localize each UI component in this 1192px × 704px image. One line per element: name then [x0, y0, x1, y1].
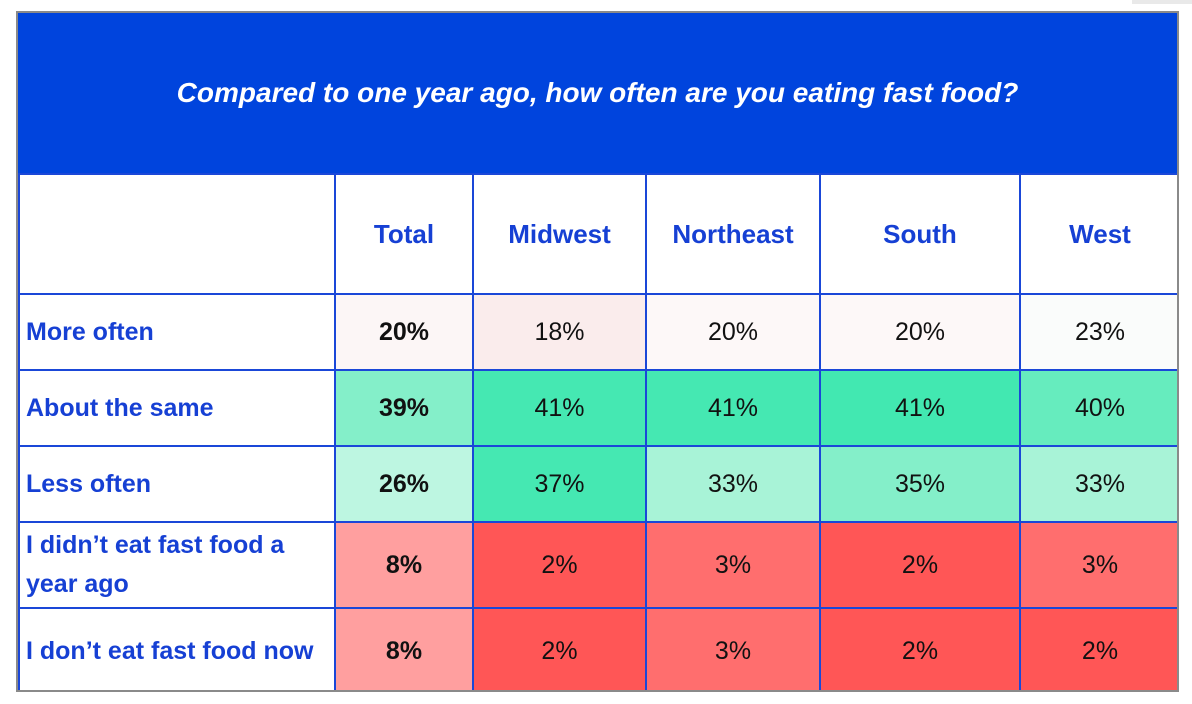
- value-cell-midwest: 41%: [472, 369, 647, 447]
- row-label: Less often: [18, 445, 336, 523]
- value-cell-west: 3%: [1019, 521, 1177, 609]
- value-cell-west: 2%: [1019, 607, 1177, 690]
- row-label: More often: [18, 293, 336, 371]
- table-frame: Compared to one year ago, how often are …: [16, 11, 1179, 692]
- table-row: More often 20% 18% 20% 20% 23%: [18, 293, 1177, 371]
- value-cell-west: 23%: [1019, 293, 1177, 371]
- value-cell-total: 20%: [334, 293, 474, 371]
- value-cell-total: 39%: [334, 369, 474, 447]
- table-row: I don’t eat fast food now 8% 2% 3% 2% 2%: [18, 607, 1177, 690]
- row-label: About the same: [18, 369, 336, 447]
- value-cell-south: 2%: [819, 607, 1021, 690]
- table-row: I didn’t eat fast food a year ago 8% 2% 3% 2…: [18, 521, 1177, 609]
- column-header-west: West: [1019, 173, 1177, 295]
- value-cell-west: 40%: [1019, 369, 1177, 447]
- value-cell-midwest: 2%: [472, 607, 647, 690]
- row-label: I don’t eat fast food now: [18, 607, 336, 690]
- column-header-midwest: Midwest: [472, 173, 647, 295]
- value-cell-northeast: 20%: [645, 293, 821, 371]
- column-header-south: South: [819, 173, 1021, 295]
- value-cell-northeast: 3%: [645, 607, 821, 690]
- value-cell-south: 2%: [819, 521, 1021, 609]
- value-cell-south: 35%: [819, 445, 1021, 523]
- title-bar: Compared to one year ago, how often are …: [18, 13, 1177, 173]
- column-header-total: Total: [334, 173, 474, 295]
- value-cell-midwest: 18%: [472, 293, 647, 371]
- value-cell-west: 33%: [1019, 445, 1177, 523]
- header-row: Total Midwest Northeast South West: [18, 173, 1177, 295]
- chart-title: Compared to one year ago, how often are …: [176, 77, 1019, 108]
- value-cell-total: 8%: [334, 521, 474, 609]
- column-header-northeast: Northeast: [645, 173, 821, 295]
- results-table: Total Midwest Northeast South West More ofte…: [18, 173, 1177, 690]
- row-label: I didn’t eat fast food a year ago: [18, 521, 336, 609]
- table-row: Less often 26% 37% 33% 35% 33%: [18, 445, 1177, 523]
- table-row: About the same 39% 41% 41% 41% 40%: [18, 369, 1177, 447]
- value-cell-midwest: 37%: [472, 445, 647, 523]
- corner-decoration: [1132, 0, 1192, 4]
- value-cell-midwest: 2%: [472, 521, 647, 609]
- value-cell-south: 20%: [819, 293, 1021, 371]
- value-cell-south: 41%: [819, 369, 1021, 447]
- value-cell-northeast: 3%: [645, 521, 821, 609]
- header-empty-cell: [18, 173, 336, 295]
- value-cell-northeast: 33%: [645, 445, 821, 523]
- value-cell-total: 8%: [334, 607, 474, 690]
- value-cell-northeast: 41%: [645, 369, 821, 447]
- value-cell-total: 26%: [334, 445, 474, 523]
